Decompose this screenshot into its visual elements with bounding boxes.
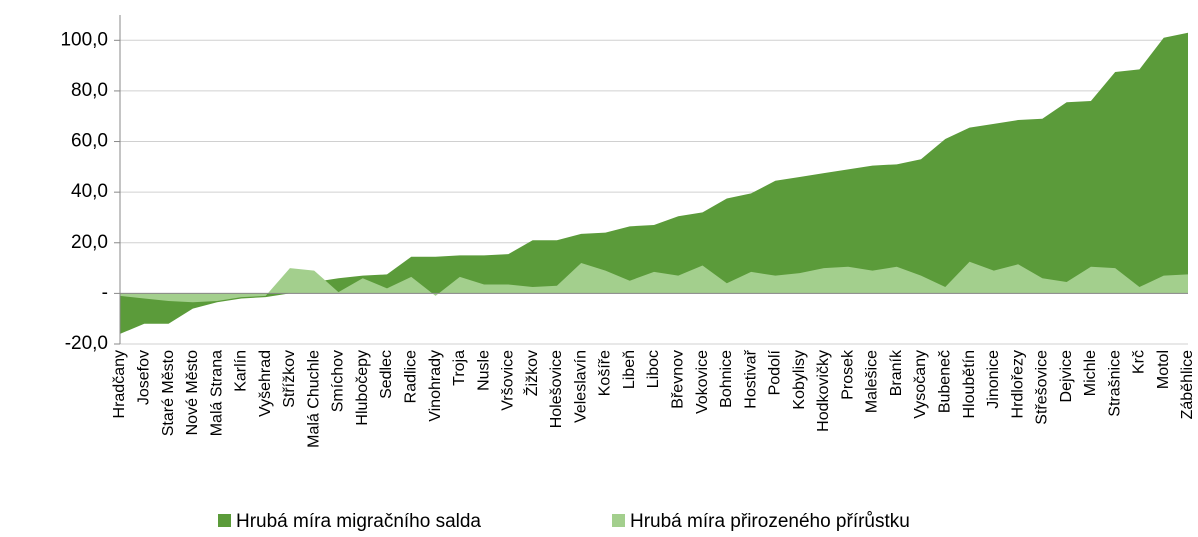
x-tick-label: Malá Strana: [208, 350, 225, 436]
x-tick-label: Malá Chuchle: [305, 350, 322, 448]
x-tick-label: Záběhlice: [1179, 350, 1196, 419]
x-tick-label: Jinonice: [985, 350, 1002, 409]
y-tick-label: 60,0: [71, 131, 108, 152]
x-tick-label: Nové Město: [184, 350, 201, 435]
x-tick-label: Nusle: [475, 350, 492, 391]
x-tick-label: Vinohrady: [427, 350, 444, 422]
legend-swatch: [612, 514, 625, 527]
y-tick-label: -20,0: [65, 333, 108, 354]
x-tick-label: Bohnice: [718, 350, 735, 408]
legend-label: Hrubá míra přirozeného přírůstku: [630, 511, 910, 532]
x-tick-label: Braník: [888, 349, 905, 396]
x-tick-label: Hrdlořezy: [1009, 350, 1026, 418]
x-tick-label: Vršovice: [500, 350, 517, 411]
x-tick-label: Prosek: [839, 349, 856, 400]
x-tick-label: Veleslavín: [572, 350, 589, 423]
x-tick-label: Michle: [1082, 350, 1099, 396]
x-tick-label: Podolí: [767, 349, 784, 395]
x-tick-label: Smíchov: [330, 350, 347, 412]
area: [120, 261, 1188, 303]
x-tick-label: Hodkovičky: [815, 350, 832, 432]
x-tick-label: Liboc: [645, 350, 662, 388]
x-tick-label: Bubeneč: [936, 350, 953, 413]
x-tick-label: Troja: [451, 350, 468, 386]
x-tick-label: Dejvice: [1058, 350, 1075, 403]
x-tick-label: Sedlec: [378, 350, 395, 399]
y-tick-label: 100,0: [60, 29, 108, 50]
x-tick-label: Hlubočepy: [354, 350, 371, 426]
x-tick-label: Střížkov: [281, 350, 298, 408]
legend-label: Hrubá míra migračního salda: [236, 511, 481, 532]
x-tick-label: Vokovice: [694, 350, 711, 414]
x-tick-label: Malešice: [864, 350, 881, 413]
x-tick-label: Hostivař: [742, 349, 759, 408]
y-tick-label: 40,0: [71, 181, 108, 202]
x-tick-label: Staré Město: [160, 350, 177, 436]
x-tick-label: Krč: [1131, 350, 1148, 374]
area: [120, 32, 1188, 334]
x-tick-label: Josefov: [135, 350, 152, 405]
x-tick-label: Motol: [1155, 350, 1172, 389]
x-tick-label: Střešovice: [1034, 350, 1051, 425]
x-tick-label: Holešovice: [548, 350, 565, 428]
x-tick-label: Vyšehrad: [257, 350, 274, 417]
x-tick-label: Kobylisy: [791, 350, 808, 410]
x-tick-label: Vysočany: [912, 350, 929, 419]
y-tick-label: -: [102, 282, 108, 303]
x-tick-label: Karlín: [233, 350, 250, 392]
x-tick-label: Břevnov: [669, 350, 686, 409]
x-tick-label: Košíře: [597, 350, 614, 396]
x-tick-label: Libeň: [621, 350, 638, 389]
x-tick-label: Strašnice: [1106, 350, 1123, 417]
x-tick-label: Žižkov: [522, 350, 541, 396]
y-tick-label: 80,0: [71, 80, 108, 101]
legend-swatch: [218, 514, 231, 527]
x-tick-label: Radlice: [402, 350, 419, 403]
y-tick-label: 20,0: [71, 232, 108, 253]
x-tick-label: Hloubětín: [961, 350, 978, 419]
x-tick-label: Hradčany: [111, 350, 128, 418]
